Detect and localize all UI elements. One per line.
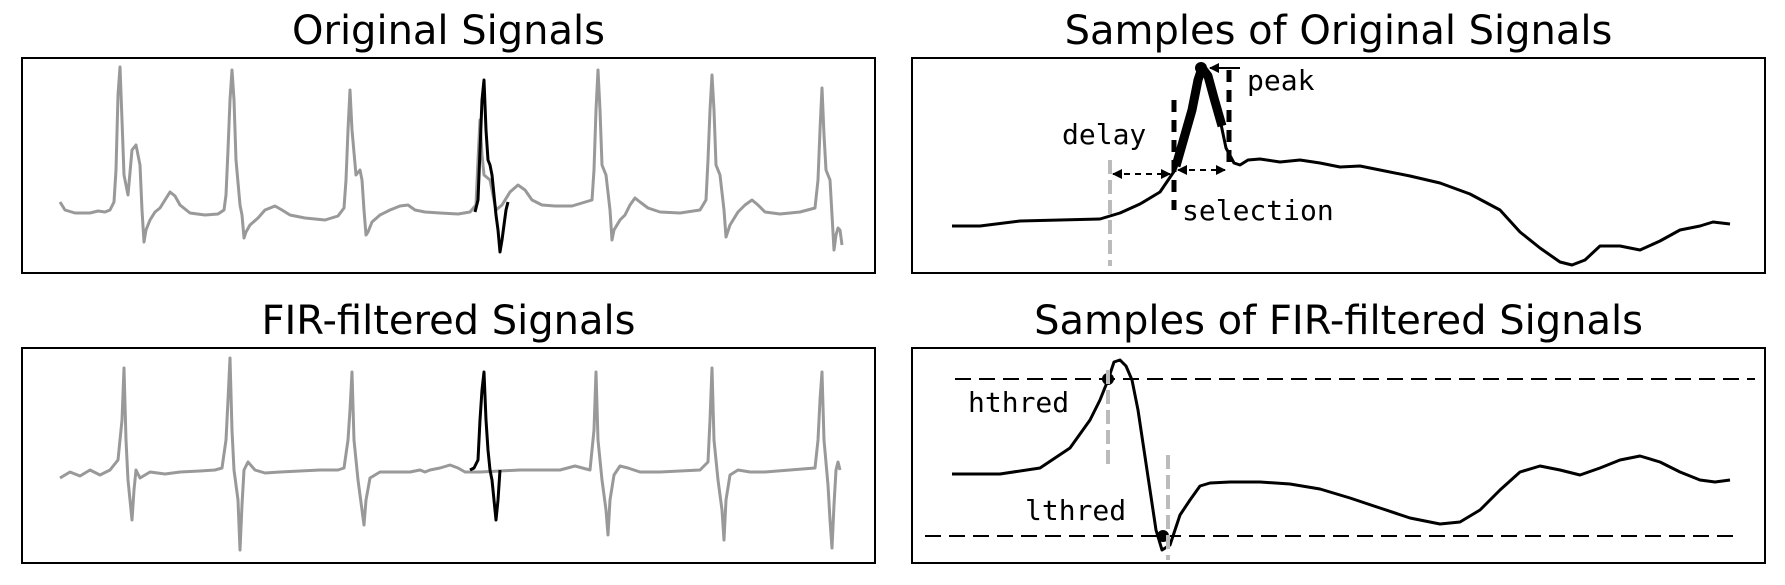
samples-original-plot: peak delay selection (952, 62, 1731, 267)
lthred-label: lthred (1025, 494, 1126, 527)
selection-label: selection (1182, 194, 1334, 227)
panel-frame-original (21, 57, 876, 274)
original-signal (58, 65, 844, 254)
title-samples-original: Samples of Original Signals (1064, 8, 1613, 54)
selected-peak-segment (1171, 63, 1227, 168)
panel-frame-fir (21, 347, 876, 564)
panel-frame-samples-fir (911, 347, 1766, 564)
sample-fir-curve (952, 358, 1731, 552)
panel-frame-samples-original (911, 57, 1766, 274)
peak-label: peak (1247, 64, 1315, 97)
fir-signal-trace (59, 356, 842, 552)
hthred-label: hthred (968, 386, 1069, 419)
delay-label: delay (1062, 118, 1146, 151)
sample-original-curve (952, 65, 1731, 267)
samples-fir-plot: hthred lthred (925, 358, 1755, 560)
fir-signal (59, 356, 842, 552)
peak-marker (1195, 62, 1207, 74)
title-fir-filtered-signals: FIR-filtered Signals (261, 298, 636, 344)
title-samples-fir: Samples of FIR-filtered Signals (1034, 298, 1643, 344)
title-original-signals: Original Signals (292, 8, 605, 54)
fir-signal-highlight-beat (469, 370, 502, 522)
original-signal-trace (58, 65, 844, 252)
original-signal-highlight-beat (473, 78, 510, 254)
